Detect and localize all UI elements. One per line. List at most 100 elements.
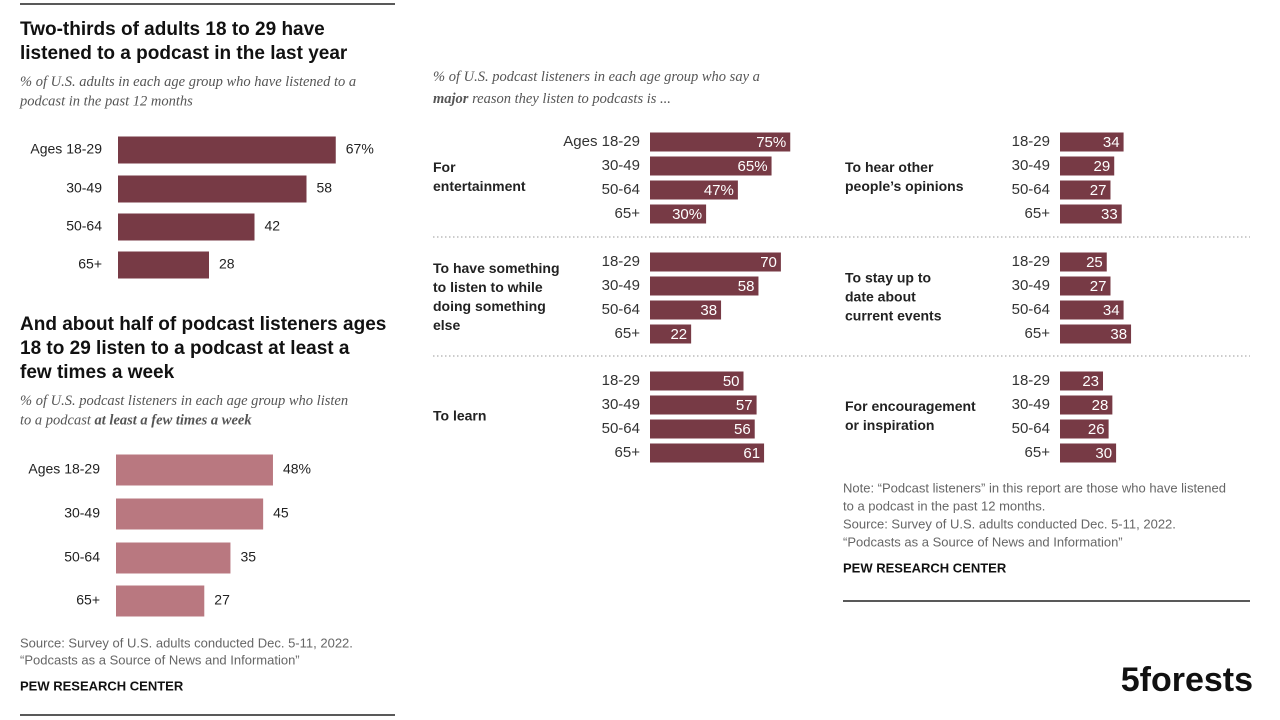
bar (650, 324, 692, 344)
value-label: 27 (1090, 278, 1107, 295)
bar (1060, 324, 1132, 344)
bar (1060, 395, 1113, 415)
value-label: 58 (317, 180, 333, 196)
value-label: 28 (219, 256, 235, 272)
chart-title: Two-thirds of adults 18 to 29 have (20, 19, 325, 40)
group-label: entertainment (433, 178, 526, 194)
value-label: 45 (273, 505, 289, 521)
value-label: 58 (738, 278, 755, 295)
value-label: 38 (700, 302, 717, 319)
chart-title: listened to a podcast in the last year (20, 43, 348, 64)
value-label: 30% (672, 206, 702, 223)
value-label: 67% (346, 141, 374, 157)
category-label: 30-49 (64, 505, 100, 521)
category-label: 18-29 (1012, 253, 1050, 270)
bar (116, 585, 205, 617)
category-label: 30-49 (66, 180, 102, 196)
category-label: 30-49 (602, 396, 640, 413)
category-label: 18-29 (1012, 133, 1050, 150)
category-label: 65+ (1025, 325, 1051, 342)
value-label: 26 (1088, 421, 1105, 438)
note: Source: Survey of U.S. adults conducted … (843, 516, 1176, 531)
value-label: 42 (265, 218, 281, 234)
category-label: 18-29 (602, 372, 640, 389)
chart-subtitle-part: podcast in the past 12 months (19, 94, 193, 110)
group-label: to listen to while (433, 279, 543, 295)
category-label: 50-64 (66, 218, 102, 234)
source: “Podcasts as a Source of News and Inform… (20, 652, 300, 667)
bar (118, 136, 336, 164)
value-label: 28 (1092, 397, 1109, 414)
value-label: 47% (704, 182, 734, 199)
category-label: 30-49 (602, 277, 640, 294)
bar (650, 204, 707, 224)
category-label: 30-49 (1012, 396, 1050, 413)
value-label: 34 (1103, 134, 1120, 151)
bar (650, 252, 781, 272)
group-label: date about (845, 289, 916, 305)
group-label: else (433, 317, 460, 333)
note: “Podcasts as a Source of News and Inform… (843, 534, 1123, 549)
category-label: Ages 18-29 (30, 141, 102, 157)
chart-subtitle: to a podcast at least a few times a week (20, 413, 252, 429)
category-label: 50-64 (602, 420, 640, 437)
category-label: 50-64 (1012, 181, 1050, 198)
bar (650, 156, 772, 176)
bar (1060, 156, 1115, 176)
note: Note: “Podcast listeners” in this report… (843, 480, 1226, 495)
group-label: current events (845, 308, 942, 324)
chart-subtitle: podcast in the past 12 months (19, 94, 193, 110)
category-label: 50-64 (64, 549, 100, 565)
value-label: 25 (1086, 254, 1103, 271)
chart-subtitle: % of U.S. adults in each age group who h… (20, 74, 356, 90)
bar (118, 213, 255, 241)
group-label: To learn (433, 408, 486, 424)
bar (1060, 443, 1117, 463)
group-label: For encouragement (845, 398, 976, 414)
bar (650, 180, 738, 200)
bar (1060, 204, 1122, 224)
value-label: 75% (756, 134, 786, 151)
group-label: or inspiration (845, 417, 934, 433)
value-label: 27 (1090, 182, 1107, 199)
group-label: To have something (433, 260, 560, 276)
source: Source: Survey of U.S. adults conducted … (20, 635, 353, 650)
bar (650, 132, 791, 152)
bar (1060, 252, 1107, 272)
credit: PEW RESEARCH CENTER (20, 678, 184, 693)
panel-subtitle-part: % of U.S. podcast listeners in each age … (433, 69, 760, 85)
value-label: 38 (1110, 326, 1127, 343)
category-label: 50-64 (1012, 420, 1050, 437)
category-label: 65+ (1025, 205, 1051, 222)
value-label: 70 (760, 254, 777, 271)
value-label: 50 (723, 373, 740, 390)
bar (1060, 276, 1111, 296)
note: to a podcast in the past 12 months. (843, 498, 1045, 513)
category-label: 65+ (615, 444, 641, 461)
chart-title: few times a week (20, 362, 175, 383)
value-label: 57 (736, 397, 753, 414)
bar (1060, 132, 1124, 152)
group-label: people’s opinions (845, 178, 964, 194)
group-label: doing something (433, 298, 546, 314)
value-label: 35 (240, 549, 256, 565)
chart-title: 18 to 29 listen to a podcast at least a (20, 338, 350, 359)
group-label: To stay up to (845, 270, 931, 286)
chart-subtitle-part: to a podcast (20, 413, 95, 429)
bar (650, 371, 744, 391)
category-label: 65+ (615, 205, 641, 222)
bar (118, 251, 209, 279)
category-label: Ages 18-29 (563, 133, 640, 150)
group-label: For (433, 159, 456, 175)
value-label: 22 (670, 326, 687, 343)
category-label: 65+ (78, 256, 102, 272)
bar (650, 300, 722, 320)
group-label: To hear other (845, 159, 934, 175)
logo: 5forests (1121, 661, 1253, 699)
bar (650, 395, 757, 415)
bar (1060, 419, 1109, 439)
value-label: 23 (1082, 373, 1099, 390)
bar (650, 443, 765, 463)
panel-subtitle-part: major (433, 91, 469, 107)
panel-subtitle-part: reason they listen to podcasts is ... (468, 91, 670, 107)
